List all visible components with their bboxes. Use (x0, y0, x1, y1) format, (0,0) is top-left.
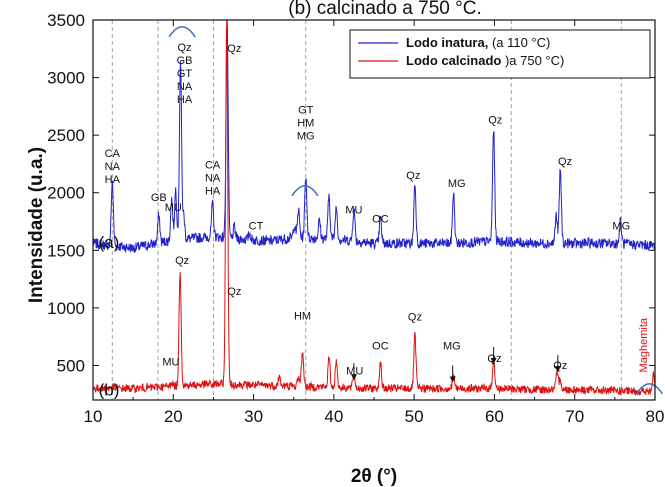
peak-label: GT (298, 104, 314, 116)
legend-entry: Lodo inatura, (a 110 °C) (406, 35, 550, 50)
peak-arrow-head (350, 374, 357, 381)
peak-label: Qz (175, 255, 189, 267)
peak-label: Qz (553, 360, 567, 372)
x-tick-label: 70 (565, 407, 584, 426)
peak-label: MG (448, 178, 466, 190)
peak-arrow-head (449, 376, 456, 383)
x-tick-label: 40 (324, 407, 343, 426)
peak-label: HA (105, 174, 121, 186)
x-tick-label: 50 (405, 407, 424, 426)
peak-label: GB (177, 55, 193, 67)
peak-label: CA (205, 160, 221, 172)
peak-arrow-head (490, 358, 497, 365)
y-tick-label: 500 (57, 356, 85, 375)
maghemita-label: Maghemita (638, 317, 650, 372)
peak-label: HA (205, 186, 221, 198)
peak-arc (291, 185, 319, 197)
axes: 10 20 30 40 50 60 70 80 500 1000 1500 2000 2500 3000 3… (47, 11, 664, 426)
y-tick-label: 1000 (47, 299, 85, 318)
peak-annotations: CANAHAGBMUQzGBGTNAHACANAHAQzCTGTHMMGMUOC… (99, 26, 664, 399)
peak-label: MG (297, 130, 315, 142)
x-tick-label: 20 (164, 407, 183, 426)
x-axis-title: 2θ (°) (351, 466, 397, 487)
y-tick-label: 1500 (47, 241, 85, 260)
x-tick-label: 30 (244, 407, 263, 426)
peak-label: Qz (227, 43, 241, 55)
peak-label: NA (205, 173, 221, 185)
peak-label: NA (105, 161, 121, 173)
peak-label: Qz (408, 312, 422, 324)
peak-label: MG (612, 221, 630, 233)
legend-box (349, 29, 651, 79)
peak-label: HA (177, 94, 193, 106)
peak-label: MG (443, 340, 461, 352)
peak-label: GB (151, 192, 167, 204)
peak-label: Qz (558, 156, 572, 168)
peak-label: NA (177, 81, 193, 93)
peak-label: Qz (488, 115, 502, 127)
peak-label: OC (372, 340, 389, 352)
series-calcinado (92, 19, 656, 397)
peak-label: Qz (227, 286, 241, 298)
x-tick-label: 10 (84, 407, 103, 426)
y-tick-label: 2500 (47, 126, 85, 145)
y-axis-title: Intensidade (u.a.) (26, 147, 47, 303)
peak-arrow-head (554, 366, 561, 373)
y-tick-label: 3000 (47, 69, 85, 88)
peak-label: HM (297, 117, 314, 129)
series-side-label: (a) (99, 233, 120, 252)
chart-title: (b) calcinado a 750 °C. (288, 0, 481, 19)
y-tick-label: 2000 (47, 184, 85, 203)
peak-label: Qz (406, 170, 420, 182)
y-tick-label: 3500 (47, 11, 85, 30)
peak-label: CA (105, 148, 121, 160)
x-tick-label: 60 (485, 407, 504, 426)
series-line-calcinado (92, 19, 656, 397)
peak-label: MU (162, 356, 179, 368)
peak-label: Qz (177, 42, 191, 54)
peak-arc (635, 383, 664, 395)
peak-label: HM (294, 310, 311, 322)
series-line-natura (92, 19, 656, 253)
x-tick-label: 80 (646, 407, 665, 426)
legend: Lodo inatura, (a 110 °C) Lodo calcinado )… (349, 29, 651, 79)
series-side-label: (b) (99, 380, 120, 399)
peak-label: CT (249, 221, 264, 233)
peak-label: MU (345, 204, 362, 216)
legend-entry: Lodo calcinado )a 750 °C) (406, 53, 564, 68)
peak-arc (168, 26, 196, 38)
peak-label: MU (346, 366, 363, 378)
series-natura (92, 19, 656, 253)
peak-label: GT (177, 68, 193, 80)
peak-label: OC (372, 214, 389, 226)
peak-label: MU (165, 202, 182, 214)
